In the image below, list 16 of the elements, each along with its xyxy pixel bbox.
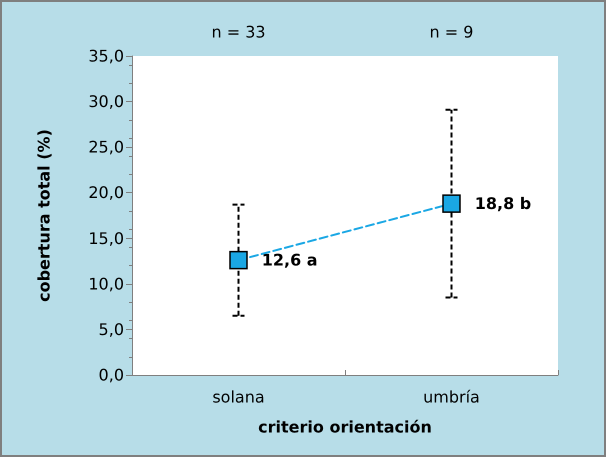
y-tick-label: 25,0	[88, 138, 124, 157]
text: n = 9	[430, 22, 474, 42]
y-tick-label: 5,0	[98, 320, 124, 339]
data-label: 12,6 a	[262, 250, 318, 270]
y-tick-label: 0,0	[98, 366, 124, 384]
x-tick-label: solana	[212, 388, 265, 406]
y-axis-title: cobertura total (%)	[34, 129, 54, 302]
x-tick-label: umbría	[423, 388, 480, 406]
y-tick-label: 10,0	[88, 274, 124, 294]
text: n = 33	[211, 22, 266, 42]
y-tick-label: 20,0	[88, 183, 124, 202]
y-tick-label: 35,0	[88, 46, 124, 66]
x-axis-title: criterio orientación	[258, 418, 432, 436]
data-label: 18,8 b	[474, 194, 532, 214]
y-tick-label: 15,0	[88, 228, 124, 248]
y-tick-label: 30,0	[88, 92, 124, 112]
